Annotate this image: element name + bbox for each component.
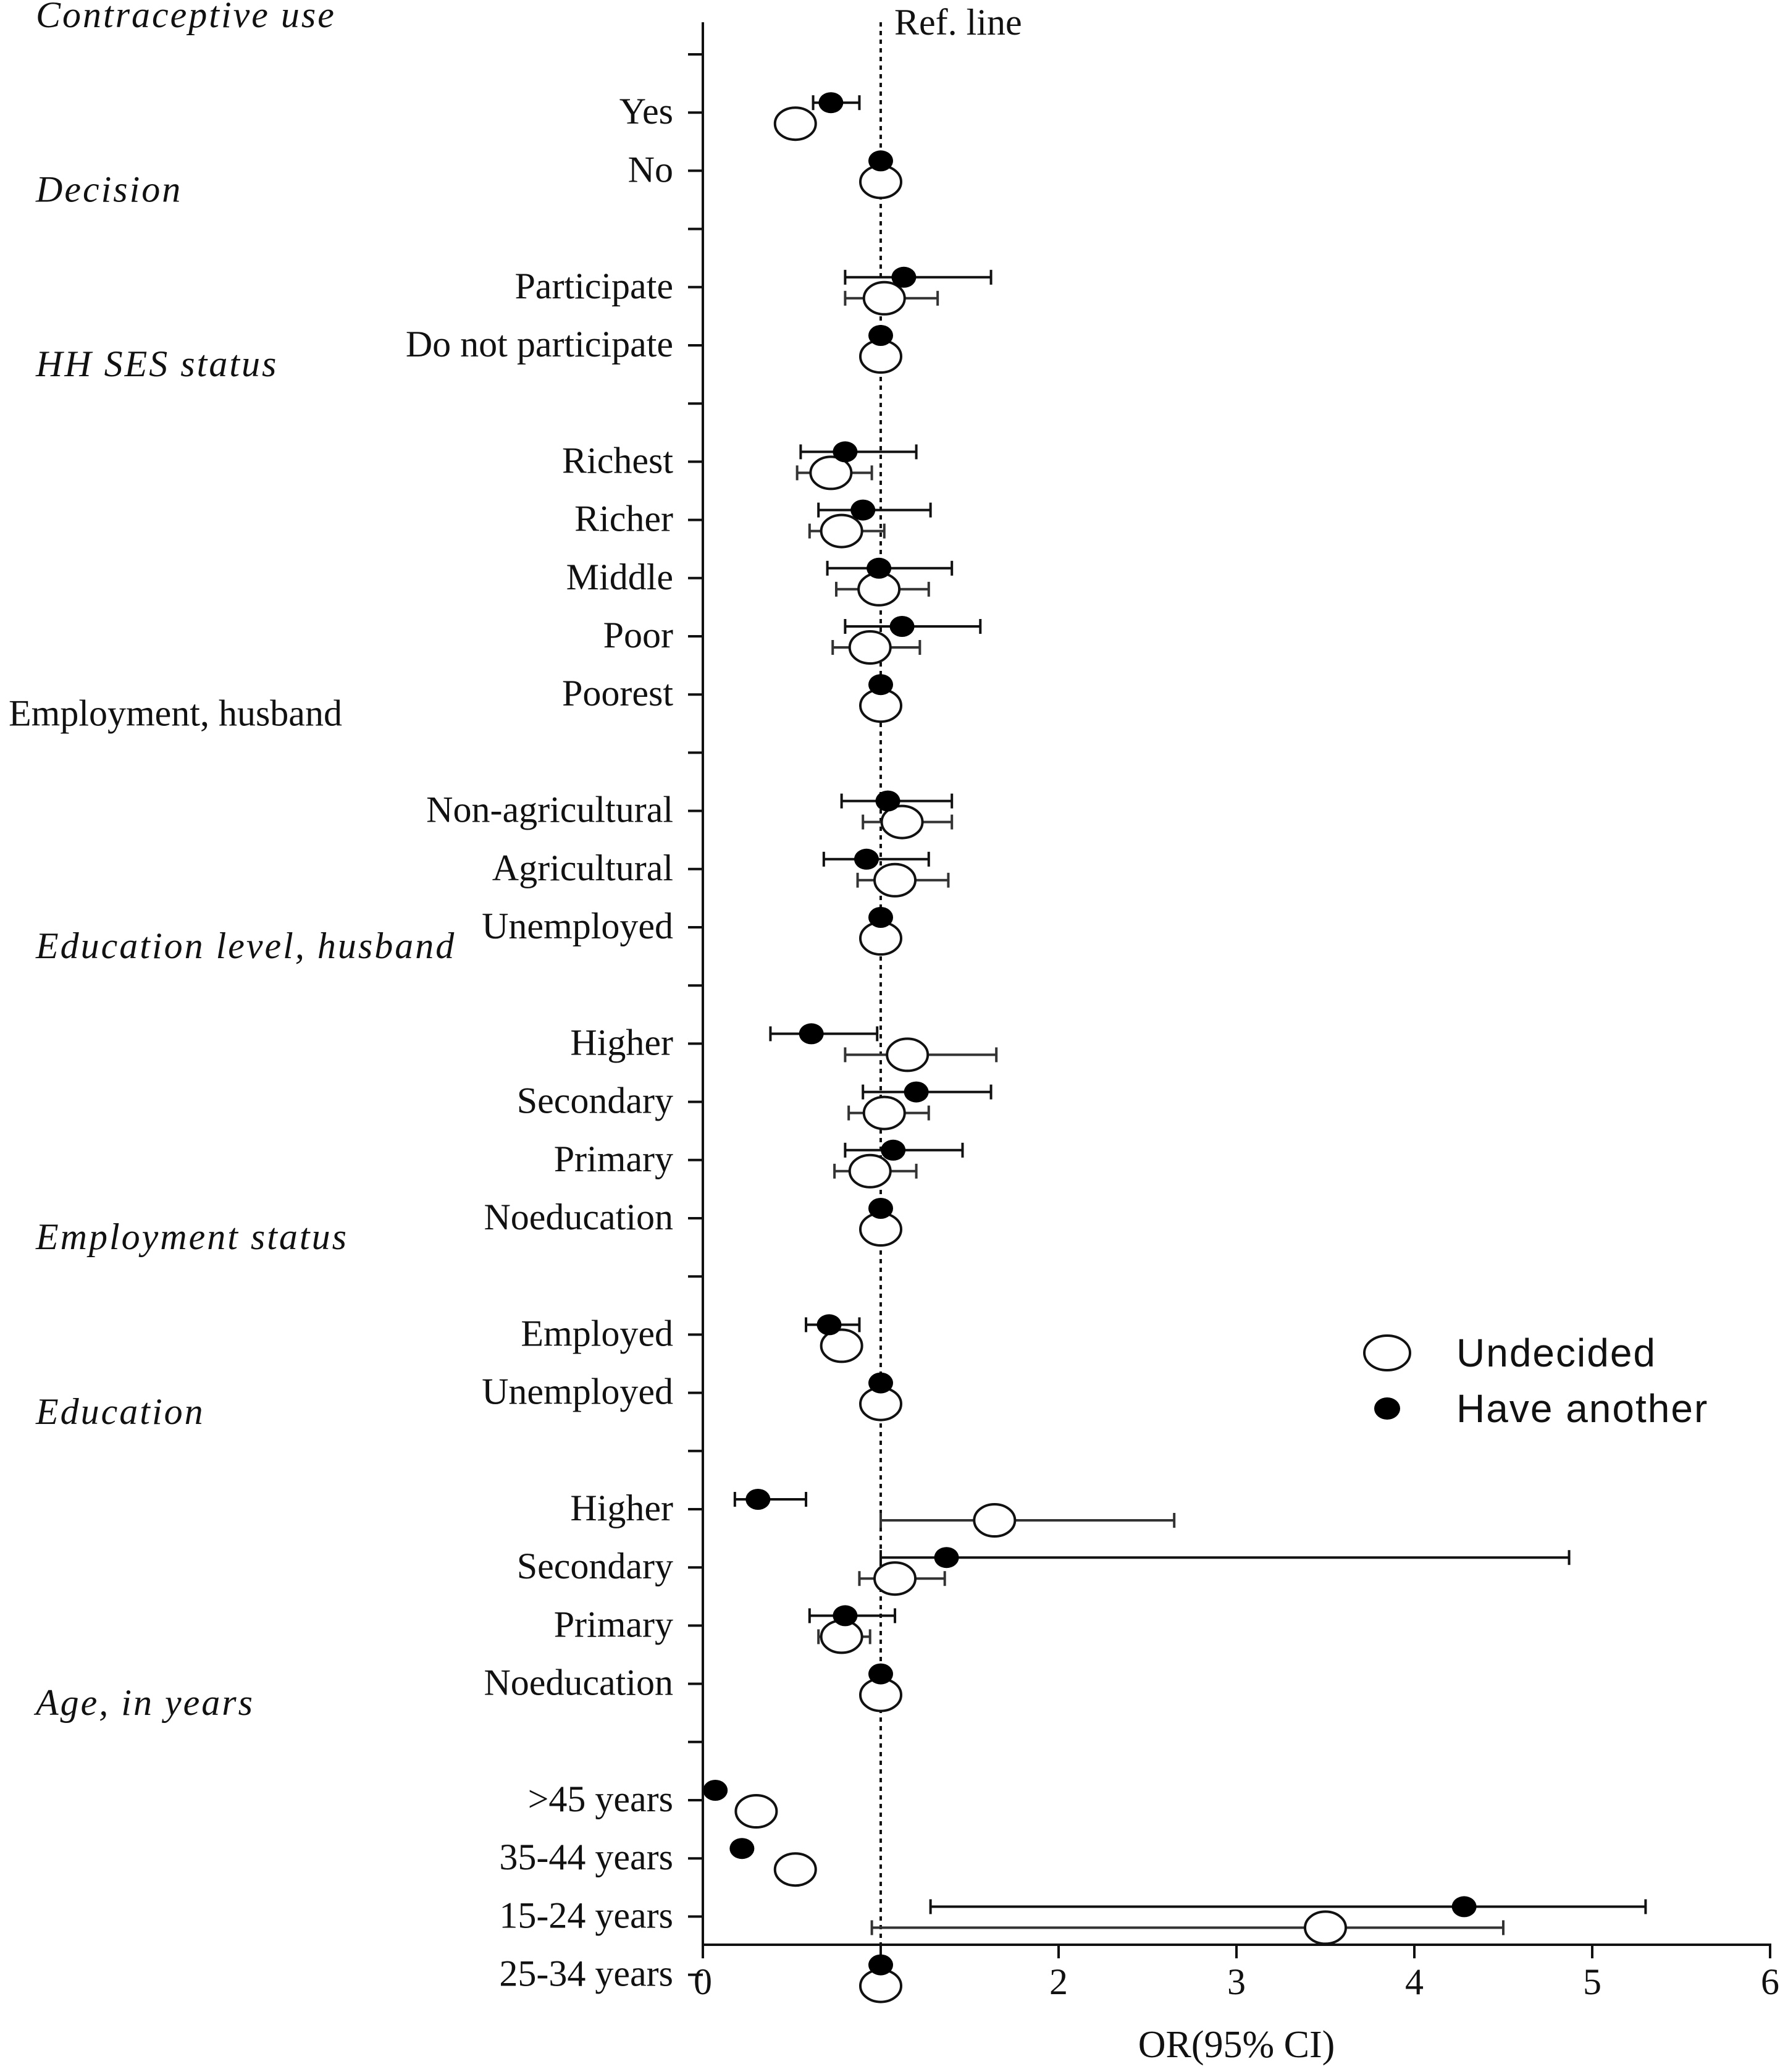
row-label: Unemployed — [482, 1371, 673, 1412]
legend-have-another-marker — [1374, 1397, 1400, 1420]
point-undecided — [886, 1037, 930, 1072]
point-have-another — [868, 907, 893, 928]
point-have-another — [868, 1198, 893, 1219]
row-label: Secondary — [517, 1080, 673, 1121]
row-label: >45 years — [528, 1779, 673, 1819]
point-undecided — [820, 1328, 863, 1363]
point-have-another — [881, 1139, 906, 1161]
group-header: Decision — [35, 169, 182, 210]
row-label: Middle — [566, 557, 673, 597]
row-label: Noeducation — [484, 1197, 673, 1237]
group-header: Employment, husband — [9, 693, 342, 733]
row-label: 25-34 years — [499, 1953, 673, 1994]
point-have-another — [868, 1372, 893, 1394]
row-label: Higher — [570, 1022, 673, 1063]
point-have-another — [1451, 1896, 1477, 1918]
row-label: Primary — [554, 1139, 673, 1179]
x-axis-title: OR(95% CI) — [1138, 2024, 1335, 2066]
row-label: No — [628, 149, 673, 190]
point-have-another — [799, 1023, 824, 1045]
point-have-another — [868, 1954, 893, 1976]
point-undecided — [809, 455, 853, 491]
row-label: 35-44 years — [499, 1837, 673, 1877]
row-label: Unemployed — [482, 906, 673, 946]
row-label: Yes — [619, 91, 673, 132]
point-have-another — [818, 92, 844, 114]
reference-line-label: Ref. line — [894, 2, 1022, 43]
point-have-another — [868, 325, 893, 346]
point-have-another — [868, 150, 893, 172]
point-undecided — [1304, 1910, 1347, 1945]
group-header: Education level, husband — [35, 925, 456, 966]
point-have-another — [891, 266, 917, 288]
row-label: Primary — [554, 1604, 673, 1645]
x-tick-label: 2 — [1049, 1961, 1068, 2002]
point-have-another — [889, 616, 915, 637]
row-label: Secondary — [517, 1546, 673, 1586]
point-undecided — [848, 630, 892, 665]
point-undecided — [973, 1503, 1017, 1538]
point-undecided — [848, 1153, 892, 1189]
point-have-another — [729, 1838, 755, 1859]
row-label: 15-24 years — [499, 1895, 673, 1935]
row-label: Employed — [521, 1313, 673, 1354]
point-have-another — [833, 1605, 858, 1627]
row-label: Do not participate — [406, 324, 673, 364]
x-tick-label: 3 — [1227, 1961, 1246, 2002]
x-tick-label: 0 — [694, 1961, 712, 2002]
row-label: Agricultural — [492, 848, 673, 888]
x-tick-label: 6 — [1761, 1961, 1779, 2002]
point-undecided — [873, 862, 917, 898]
group-header: Contraceptive use — [36, 0, 336, 35]
point-undecided — [734, 1794, 778, 1829]
point-undecided — [880, 804, 924, 840]
group-header: Age, in years — [33, 1682, 254, 1723]
point-undecided — [862, 1095, 906, 1131]
group-header: HH SES status — [35, 343, 278, 384]
point-undecided — [820, 513, 863, 549]
point-undecided — [873, 1561, 917, 1596]
x-tick-label: 5 — [1583, 1961, 1601, 2002]
point-undecided — [862, 280, 906, 316]
group-header: Education — [35, 1391, 205, 1432]
row-label: Non-agricultural — [426, 790, 673, 830]
point-have-another — [867, 557, 892, 579]
point-have-another — [816, 1314, 842, 1336]
point-have-another — [868, 1663, 893, 1685]
point-have-another — [934, 1547, 959, 1569]
legend: Undecided Have another — [1363, 1331, 1708, 1431]
group-header: Employment status — [35, 1216, 348, 1257]
point-have-another — [904, 1081, 929, 1103]
row-label: Noeducation — [484, 1662, 673, 1703]
point-undecided — [773, 1852, 817, 1887]
point-have-another — [703, 1780, 728, 1801]
x-tick-label: 4 — [1405, 1961, 1424, 2002]
row-label: Participate — [514, 266, 673, 306]
legend-entry-label: Have another — [1456, 1386, 1708, 1431]
legend-undecided-marker — [1363, 1334, 1411, 1371]
legend-entry-label: Undecided — [1456, 1331, 1656, 1375]
row-label: Richer — [574, 499, 673, 539]
point-have-another — [868, 674, 893, 696]
point-have-another — [854, 848, 879, 870]
point-have-another — [745, 1489, 771, 1510]
point-have-another — [875, 790, 900, 812]
row-label: Richest — [562, 440, 673, 481]
point-have-another — [833, 441, 858, 463]
row-label: Poor — [603, 615, 673, 655]
point-have-another — [850, 499, 876, 521]
row-label: Poorest — [562, 673, 673, 714]
point-undecided — [773, 106, 817, 141]
row-label: Higher — [570, 1488, 673, 1528]
